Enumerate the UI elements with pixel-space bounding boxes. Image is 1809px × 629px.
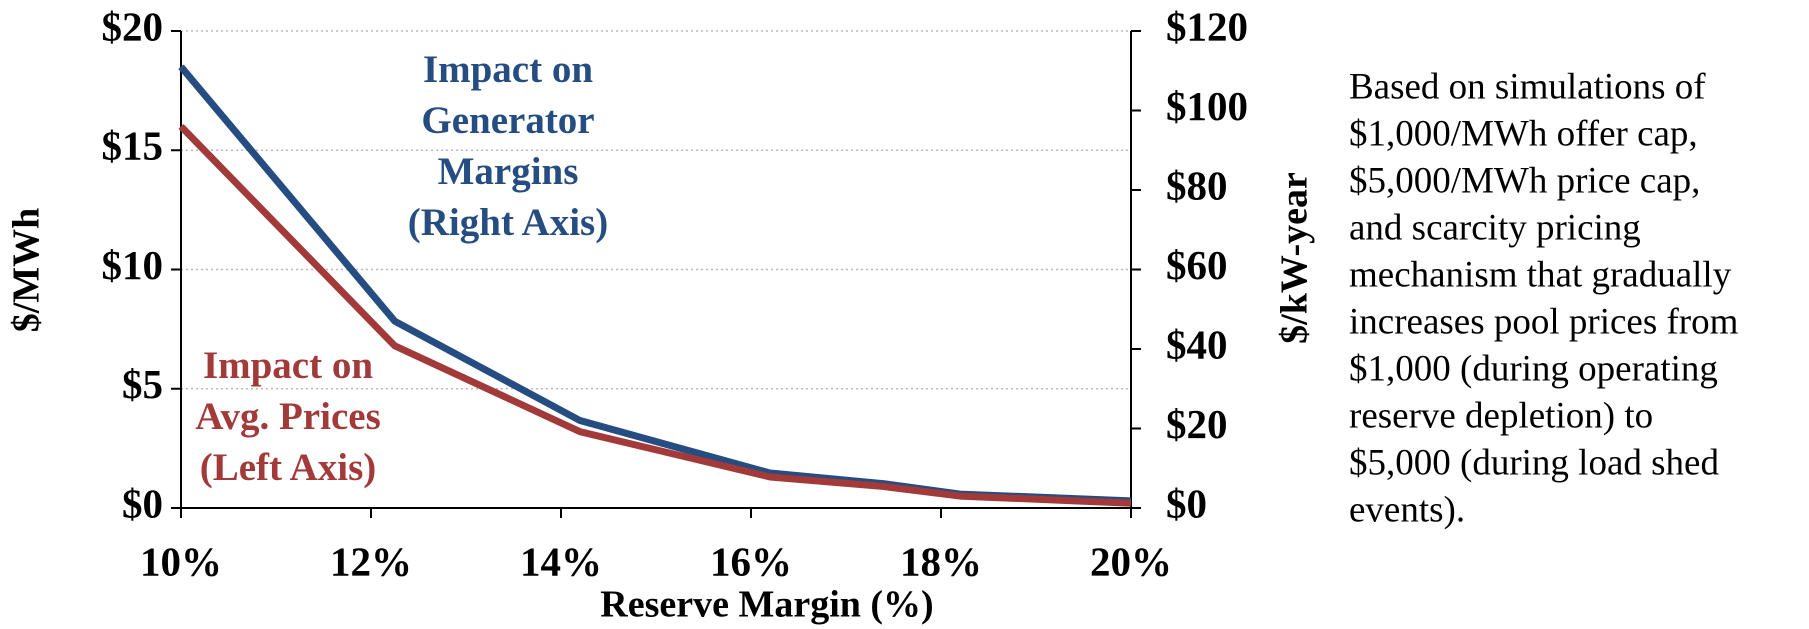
series-annotation: Generator (421, 99, 594, 142)
y2-axis-label: $/kW-year (1274, 172, 1316, 344)
x-tick-label: 14% (520, 538, 602, 584)
y-tick-label: $20 (102, 3, 164, 49)
x-tick-label: 18% (900, 538, 982, 584)
note-line: Based on simulations of (1349, 66, 1706, 107)
y-axis-label: $/MWh (6, 208, 48, 333)
note-line: increases pool prices from (1349, 301, 1739, 342)
note-line: $5,000/MWh price cap, (1349, 160, 1700, 201)
x-tick-label: 20% (1090, 538, 1172, 584)
y2-tick-label: $60 (1166, 242, 1228, 288)
x-tick-label: 12% (330, 538, 412, 584)
note-line: $5,000 (during load shed (1349, 442, 1719, 483)
y-tick-label: $15 (102, 123, 164, 169)
y2-tick-label: $0 (1166, 480, 1207, 526)
note-line: $1,000/MWh offer cap, (1349, 113, 1698, 154)
note-line: reserve depletion) to (1349, 395, 1653, 436)
y-tick-label: $10 (102, 242, 164, 288)
y2-tick-label: $120 (1166, 3, 1248, 49)
x-axis-label: Reserve Margin (%) (600, 584, 933, 626)
note-line: $1,000 (during operating (1349, 348, 1718, 389)
x-tick-label: 10% (140, 538, 222, 584)
y2-tick-label: $20 (1166, 401, 1228, 447)
y2-tick-label: $80 (1166, 162, 1228, 208)
y-tick-label: $0 (122, 480, 163, 526)
x-tick-label: 16% (710, 538, 792, 584)
series-annotation: Margins (438, 150, 579, 193)
series-annotation: (Left Axis) (200, 446, 377, 489)
y2-tick-label: $100 (1166, 83, 1248, 129)
note-line: events). (1349, 489, 1465, 530)
note-line: mechanism that gradually (1349, 254, 1732, 295)
series-annotation: Impact on (423, 48, 593, 91)
series-annotation: Avg. Prices (195, 395, 381, 438)
y2-tick-label: $40 (1166, 321, 1228, 367)
y-tick-label: $5 (122, 361, 163, 407)
series-annotation: (Right Axis) (408, 201, 608, 244)
series-line (178, 123, 1132, 507)
series-annotation: Impact on (203, 344, 373, 387)
note-line: and scarcity pricing (1349, 207, 1641, 248)
